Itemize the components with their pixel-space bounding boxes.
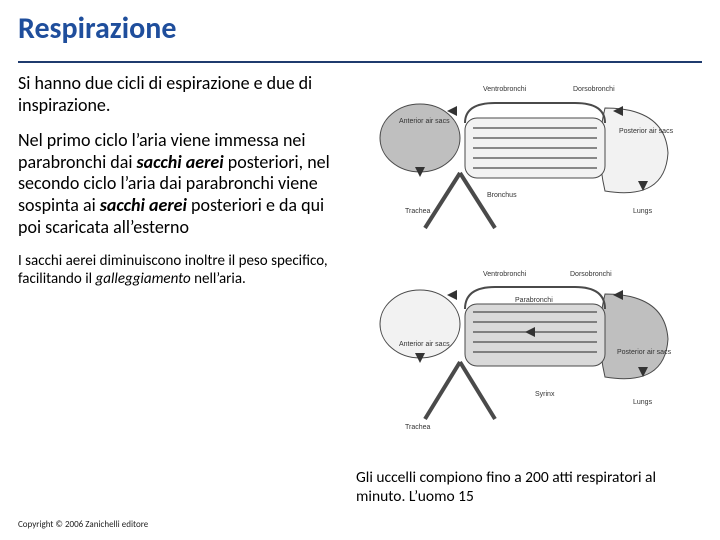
paragraph-1: Si hanno due cicli di espirazione e due … <box>18 73 334 116</box>
title-underline <box>18 61 702 63</box>
respiration-diagram-top-svg: Anterior air sacs Ventrobronchi Dorsobro… <box>365 73 685 243</box>
label-anterior-sac: Anterior air sacs <box>399 118 450 125</box>
label-posterior-sac: Posterior air sacs <box>619 128 674 135</box>
label-posterior-sac-b: Posterior air sacs <box>617 349 672 356</box>
trachea-line-2 <box>460 173 495 228</box>
respiration-diagram-bottom-svg: Anterior air sacs Ventrobronchi Dorsobro… <box>365 254 685 439</box>
label-dorsobronchi-b: Dorsobronchi <box>570 271 612 278</box>
p3-run-c: nell’aria. <box>191 270 246 288</box>
left-column: Si hanno due cicli di espirazione e due … <box>18 73 338 507</box>
content-columns: Si hanno due cicli di espirazione e due … <box>18 73 702 507</box>
copyright-footer: Copyright © 2006 Zanichelli editore <box>18 519 148 530</box>
label-bronchus: Bronchus <box>487 192 517 199</box>
label-parabronchi-b: Parabronchi <box>515 297 553 304</box>
paragraph-2: Nel primo ciclo l’aria viene immessa nei… <box>18 130 334 238</box>
p2-run-b: sacchi aerei <box>137 151 224 173</box>
label-ventrobronchi: Ventrobronchi <box>483 86 527 93</box>
anterior-sac-shape <box>380 104 460 172</box>
posterior-sac-shape <box>600 108 668 193</box>
label-anterior-sac-b: Anterior air sacs <box>399 341 450 348</box>
label-trachea: Trachea <box>405 208 431 215</box>
trachea-line-1b <box>425 362 460 419</box>
label-lungs: Lungs <box>633 208 653 215</box>
p2-run-d: sacchi aerei <box>100 194 187 216</box>
right-caption: Gli uccelli compiono fino a 200 atti res… <box>350 468 700 507</box>
label-dorsobronchi: Dorsobronchi <box>573 86 615 93</box>
posterior-sac-shape-b <box>600 294 668 379</box>
trachea-line-1 <box>425 173 460 228</box>
slide-title: Respirazione <box>18 10 702 51</box>
label-syrinx-b: Syrinx <box>535 391 555 398</box>
paragraph-3: I sacchi aerei diminuiscono inoltre il p… <box>18 252 334 288</box>
label-ventrobronchi-b: Ventrobronchi <box>483 271 527 278</box>
p3-run-b: galleggiamento <box>96 270 191 288</box>
slide: Respirazione Si hanno due cicli di espir… <box>0 0 720 540</box>
diagram-top: Anterior air sacs Ventrobronchi Dorsobro… <box>365 73 685 248</box>
right-column: Anterior air sacs Ventrobronchi Dorsobro… <box>350 73 700 507</box>
label-trachea-b: Trachea <box>405 424 431 431</box>
trachea-line-2b <box>460 362 495 419</box>
diagram-bottom: Anterior air sacs Ventrobronchi Dorsobro… <box>365 254 685 444</box>
label-lungs-b: Lungs <box>633 399 653 406</box>
